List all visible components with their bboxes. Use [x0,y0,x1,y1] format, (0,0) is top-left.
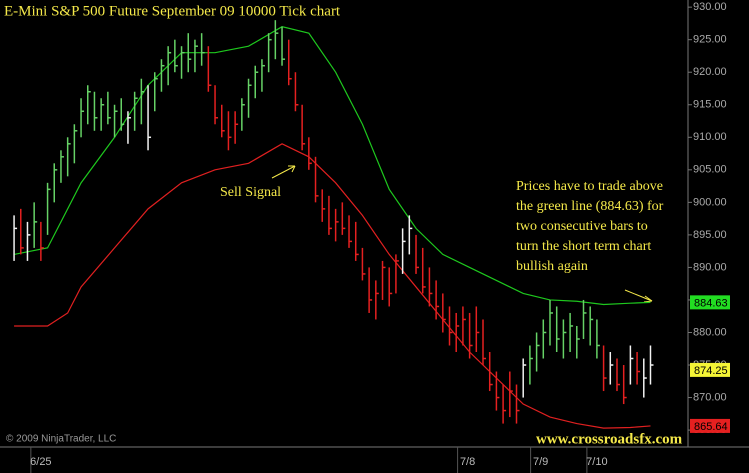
y-tick-label: 905.00 [693,164,727,176]
note-line: Prices have to trade above [516,179,663,194]
price-marker-box [690,362,730,377]
sell-signal-label: Sell Signal [220,185,281,200]
price-marker-box [690,295,730,310]
chart-title: E-Mini S&P 500 Future September 09 10000… [4,3,341,19]
sell-arrow-head [288,165,296,173]
x-tick-label: 7/8 [460,456,475,468]
note-line: turn the short term chart [516,239,651,254]
y-tick-label: 895.00 [693,229,727,241]
y-tick-label: 880.00 [693,326,727,338]
note-line: two consecutive bars to [516,219,648,234]
sell-arrow [271,165,296,179]
price-marker-label: 884.63 [694,297,728,309]
y-tick-label: 900.00 [693,196,727,208]
x-tick-label: 6/25 [30,456,51,468]
y-tick-label: 870.00 [693,391,727,403]
price-marker-label: 874.25 [694,365,728,377]
website: www.crossroadsfx.com [536,431,683,447]
price-marker-box [690,418,730,433]
note-line: bullish again [516,259,588,274]
moving-average-line [14,143,651,429]
y-tick-label: 925.00 [693,34,727,46]
y-tick-label: 920.00 [693,66,727,78]
note-line: the green line (884.63) for [516,199,664,214]
price-marker-label: 865.64 [694,421,728,433]
x-tick-label: 7/10 [586,456,607,468]
y-tick-label: 930.00 [693,1,727,13]
note-arrow-head [643,295,653,303]
x-tick-label: 7/9 [533,456,548,468]
y-tick-label: 910.00 [693,131,727,143]
moving-average-line [13,26,651,306]
copyright: © 2009 NinjaTrader, LLC [6,434,116,445]
y-tick-label: 915.00 [693,99,727,111]
note-arrow [624,289,653,302]
y-tick-label: 890.00 [693,261,727,273]
